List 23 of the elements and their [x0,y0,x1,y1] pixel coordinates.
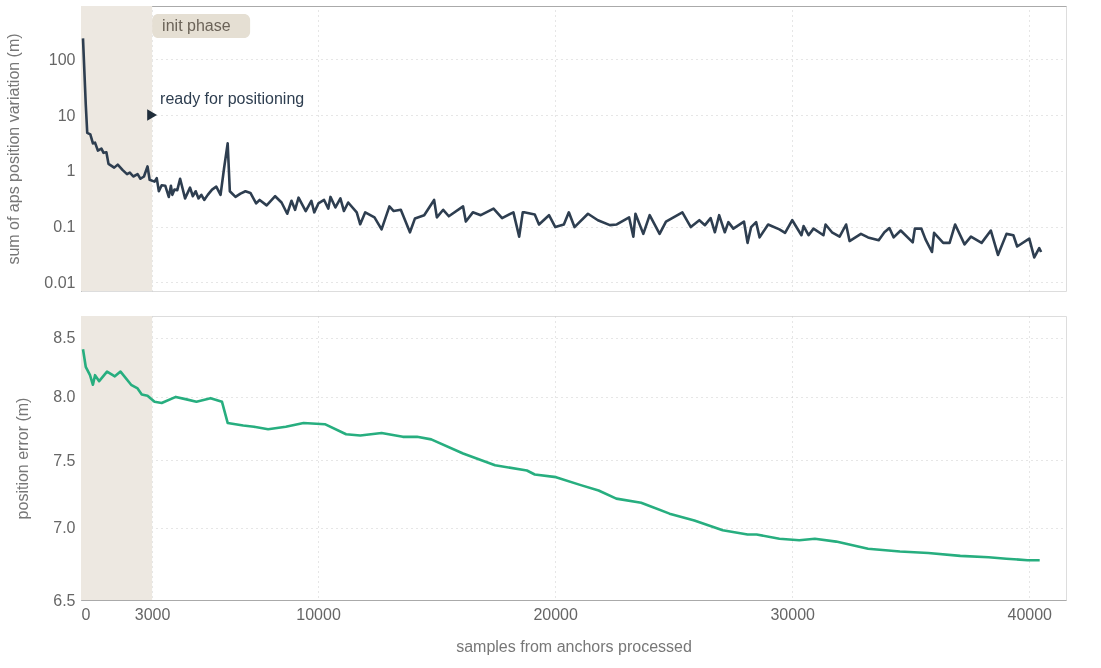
y-tick-label: 100 [48,50,76,68]
line-series [81,347,1041,562]
y-tick-label: 7.0 [53,519,76,537]
x-tick-label: 0 [81,605,91,623]
band-label: init phase [162,17,231,34]
y-tick-label: 1 [66,162,76,180]
y-tick-label: 6.5 [53,591,76,609]
y-tick-label: 0.1 [53,218,76,236]
y-tick-label: 8.5 [53,329,76,347]
y-axis-title: position error (m) [14,397,32,520]
y-tick-label: 10 [57,106,76,124]
x-tick-label: 30000 [770,605,816,623]
line-series [81,37,1043,259]
x-axis-title: samples from anchors processed [456,637,692,655]
x-tick-label: 10000 [296,605,341,623]
y-tick-label: 0.01 [44,273,76,291]
x-tick-label: 3000 [134,605,171,623]
y-tick-label: 8.0 [53,388,76,406]
y-axis-title: sum of aps position variation (m) [5,33,23,265]
x-tick-label: 20000 [533,605,578,623]
x-tick-label: 40000 [1007,605,1053,623]
annotation: ready for positioning [160,90,305,108]
y-tick-label: 7.5 [53,451,76,469]
